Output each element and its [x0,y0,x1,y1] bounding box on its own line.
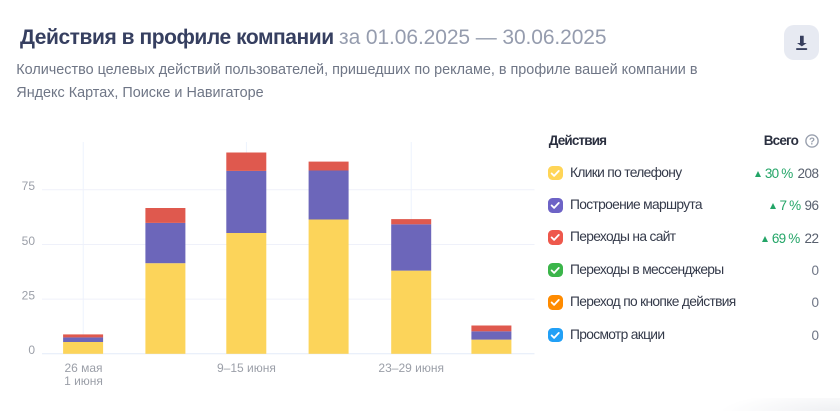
svg-text:1 июня: 1 июня [64,374,103,388]
svg-text:26 мая: 26 мая [64,361,102,375]
svg-text:50: 50 [22,234,36,248]
svg-text:23–29 июня: 23–29 июня [378,361,444,375]
svg-text:25: 25 [22,289,36,303]
svg-text:75: 75 [22,179,36,193]
svg-text:9–15 июня: 9–15 июня [217,361,276,375]
svg-text:?: ? [809,137,815,148]
svg-text:0: 0 [28,343,35,357]
